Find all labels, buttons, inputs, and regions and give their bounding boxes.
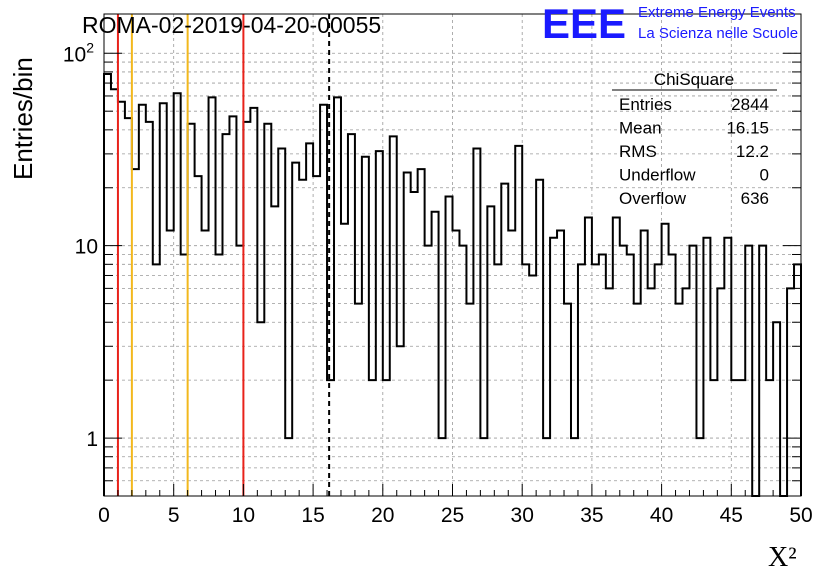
y-axis-label: Entries/bin	[8, 57, 38, 180]
x-tick-label: 25	[441, 504, 464, 527]
stats-row-label: Mean	[619, 119, 662, 138]
x-tick-label: 15	[301, 504, 324, 527]
x-tick-label: 10	[232, 504, 255, 527]
stats-row-label: Overflow	[619, 189, 687, 208]
logo-line-1: Extreme Energy Events	[638, 4, 796, 21]
x-tick-label: 0	[98, 504, 110, 527]
x-tick-label: 50	[789, 504, 812, 527]
run-title: ROMA-02-2019-04-20-00055	[82, 12, 381, 38]
histogram-outline	[103, 73, 802, 497]
stats-row-label: Underflow	[619, 166, 696, 185]
stats-row-value: 636	[741, 189, 769, 208]
stats-row-value: 16.15	[726, 119, 769, 138]
stats-row-value: 12.2	[736, 142, 769, 161]
y-tick-label: 1	[86, 428, 98, 451]
x-tick-label: 40	[650, 504, 673, 527]
stats-row-value: 0	[760, 166, 769, 185]
stats-row-label: RMS	[619, 142, 657, 161]
histogram-bars	[103, 73, 802, 497]
x-tick-label: 35	[580, 504, 603, 527]
eee-logo: EEE	[542, 0, 626, 47]
y-tick-label-exponent: 2	[86, 39, 94, 55]
x-tick-label: 45	[720, 504, 743, 527]
stats-title: ChiSquare	[654, 70, 734, 89]
stats-row-label: Entries	[619, 95, 672, 114]
stats-box: ChiSquare Entries 2844 Mean 16.15 RMS 12.2 Und…	[612, 70, 777, 208]
y-tick-label: 102	[63, 39, 94, 66]
x-tick-label: 5	[168, 504, 180, 527]
x-axis-label: X²	[768, 542, 797, 572]
y-tick-label: 10	[75, 236, 98, 259]
logo-line-2: La Scienza nelle Scuole	[638, 25, 798, 42]
stats-row-value: 2844	[731, 95, 769, 114]
marker-lines	[116, 14, 331, 496]
x-tick-label: 20	[371, 504, 394, 527]
x-tick-label: 30	[511, 504, 534, 527]
